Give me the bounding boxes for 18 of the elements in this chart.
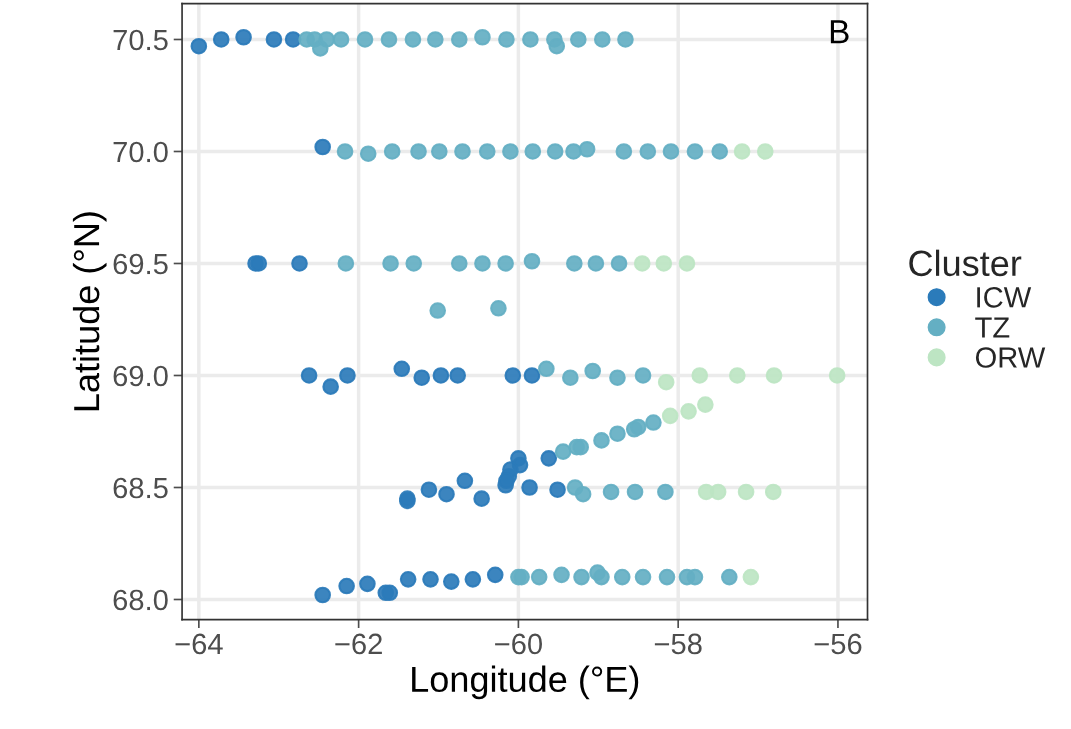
y-tick-label: 69.5 bbox=[113, 253, 168, 275]
annotation: B bbox=[830, 20, 849, 44]
legend-title: Cluster bbox=[909, 249, 1022, 277]
y-tick-label: 68.5 bbox=[113, 477, 168, 499]
legend-label: ICW bbox=[977, 287, 1032, 308]
y-tick-label: 70.5 bbox=[113, 29, 168, 51]
x-tick-label: −64 bbox=[175, 633, 223, 655]
x-tick-label: −58 bbox=[654, 633, 702, 655]
legend-label: TZ bbox=[975, 317, 1010, 338]
x-tick-label: −60 bbox=[495, 633, 542, 655]
y-tick-label: 70.0 bbox=[113, 141, 168, 163]
x-tick-label: −56 bbox=[814, 633, 862, 655]
x-tick-label: −62 bbox=[335, 633, 382, 655]
legend-label: ORW bbox=[975, 347, 1046, 368]
x-axis-title: Longitude (°E) bbox=[412, 665, 639, 700]
y-axis-title: Latitude (°N) bbox=[72, 212, 107, 411]
y-tick-label: 69.0 bbox=[113, 365, 168, 387]
y-tick-label: 68.0 bbox=[113, 589, 168, 611]
